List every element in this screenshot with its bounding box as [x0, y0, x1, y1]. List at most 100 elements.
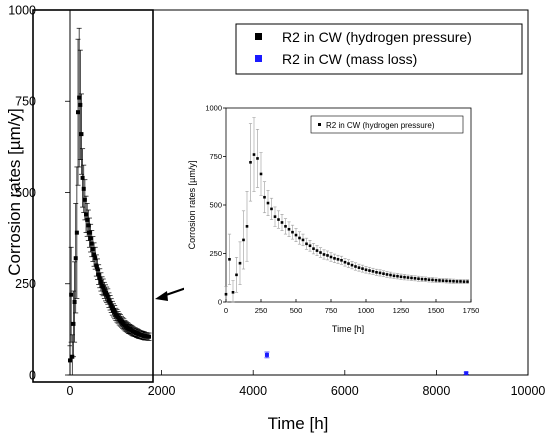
data-point — [86, 223, 91, 228]
data-point — [284, 225, 287, 228]
data-point — [69, 292, 74, 297]
x-tick-label: 2000 — [148, 384, 176, 398]
data-point — [280, 221, 284, 224]
data-point — [336, 258, 340, 261]
data-point — [343, 260, 347, 264]
inset-legend-box — [310, 115, 464, 134]
data-point — [417, 277, 420, 281]
data-point — [354, 265, 357, 268]
x-tick-label: 1000 — [358, 306, 375, 315]
data-point — [427, 278, 431, 281]
data-point — [112, 310, 117, 315]
data-point — [431, 278, 434, 282]
inset-x-axis-label: Time [h] — [332, 324, 364, 334]
data-point — [375, 271, 378, 274]
data-point — [462, 280, 466, 283]
data-point — [90, 247, 95, 252]
data-point — [385, 273, 389, 276]
y-tick-label: 750 — [15, 95, 36, 109]
data-point — [94, 263, 99, 268]
data-point — [79, 132, 84, 137]
inset-axis-ticks: 0 250 500 750 1000 1250 1500 1750 0 250 500 750 1000 — [205, 104, 479, 315]
data-point — [368, 269, 371, 272]
main-x-axis-label: Time [h] — [268, 414, 329, 433]
data-point — [92, 252, 97, 257]
data-point — [464, 371, 469, 376]
data-point — [291, 230, 294, 234]
data-point — [396, 274, 399, 278]
data-point — [78, 102, 83, 107]
data-point — [273, 215, 277, 218]
x-tick-label: 4000 — [239, 384, 267, 398]
data-point — [238, 261, 242, 265]
data-point — [294, 233, 298, 237]
data-point — [71, 321, 76, 326]
data-point — [382, 272, 385, 275]
data-point — [77, 95, 82, 100]
data-point — [424, 278, 427, 281]
data-point — [82, 197, 87, 202]
data-point — [441, 279, 445, 282]
data-point — [378, 271, 382, 275]
y-tick-label: 0 — [218, 298, 222, 307]
data-point — [74, 230, 79, 235]
data-point — [96, 272, 101, 277]
x-tick-label: 750 — [325, 306, 338, 315]
series-r2-in-cw-mass-loss- — [264, 351, 469, 376]
data-point — [88, 236, 93, 241]
data-point — [235, 273, 238, 277]
data-point — [333, 257, 336, 260]
data-point — [105, 294, 110, 299]
series-r2-in-cw-hydrogen-pressure- — [224, 117, 470, 303]
data-point — [326, 254, 329, 257]
x-tick-label: 8000 — [422, 384, 450, 398]
data-point — [108, 300, 113, 305]
inset-legend: R2 in CW (hydrogen pressure) — [310, 115, 464, 134]
inset-y-axis-label: Corrosion rates [µm/y] — [187, 161, 197, 250]
y-tick-label: 500 — [15, 186, 36, 200]
legend-marker-hydrogen — [255, 33, 262, 40]
data-point — [357, 266, 361, 269]
zoom-box — [32, 9, 154, 383]
inset-series-layer — [224, 117, 470, 303]
data-point — [305, 242, 308, 246]
series-r2-in-cw-hydrogen-pressure- — [67, 27, 152, 376]
y-tick-label: 750 — [209, 152, 222, 161]
data-point — [466, 280, 469, 283]
y-tick-label: 1000 — [8, 3, 36, 17]
data-point — [413, 277, 417, 280]
data-point — [98, 279, 103, 284]
data-point — [399, 275, 403, 279]
x-tick-label: 0 — [224, 306, 228, 315]
y-tick-label: 500 — [209, 201, 222, 210]
data-point — [95, 267, 100, 272]
data-point — [308, 244, 312, 248]
data-point — [452, 279, 455, 283]
data-point — [93, 256, 98, 261]
data-point — [319, 251, 322, 254]
data-point — [340, 258, 343, 262]
legend-label-mass-loss: R2 in CW (mass loss) — [282, 51, 417, 67]
data-point — [109, 303, 114, 308]
data-point — [231, 291, 235, 294]
data-point — [364, 268, 368, 272]
y-tick-label: 1000 — [205, 104, 222, 113]
data-point — [245, 225, 249, 228]
x-tick-label: 1250 — [393, 306, 410, 315]
y-tick-label: 0 — [29, 368, 36, 382]
data-point — [459, 280, 462, 283]
data-point — [277, 218, 280, 221]
data-point — [266, 201, 270, 205]
data-point — [438, 279, 441, 282]
data-point — [315, 249, 319, 252]
data-point — [263, 195, 266, 199]
data-point — [106, 298, 111, 303]
data-point — [259, 172, 263, 176]
data-point — [287, 227, 291, 231]
data-point — [410, 276, 413, 280]
data-point — [256, 157, 259, 160]
data-point — [264, 352, 269, 357]
data-point — [420, 277, 424, 281]
